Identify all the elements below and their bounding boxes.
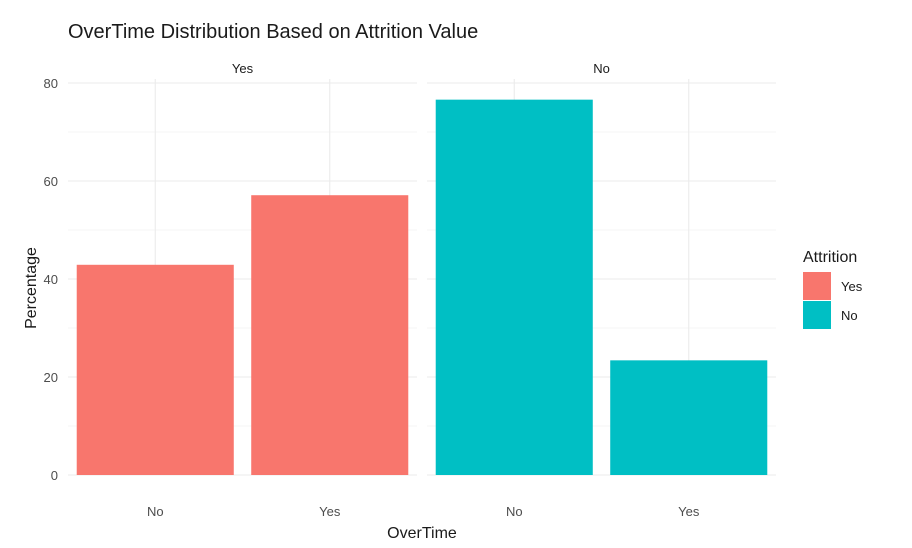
legend-swatch-yes [803,272,831,300]
bar-yes-no [76,264,234,475]
facet-strip-label: No [593,61,610,76]
bar-no-yes [610,360,768,475]
y-axis-title: Percentage [23,247,40,329]
facet-strip-label: Yes [232,61,254,76]
legend-swatch-no [803,301,831,329]
chart-title: OverTime Distribution Based on Attrition… [68,21,478,43]
x-axis-title: OverTime [387,525,457,542]
y-tick-label: 80 [44,76,58,91]
x-tick-label: No [147,504,164,519]
legend-label-no: No [841,308,858,323]
legend: Attrition Yes No [803,249,863,329]
bar-no-no [435,99,593,475]
bar-yes-yes [251,195,409,475]
x-tick-label: Yes [678,504,700,519]
x-tick-label: Yes [319,504,341,519]
y-tick-label: 60 [44,174,58,189]
facet-panel-0: Yes [68,61,417,476]
legend-label-yes: Yes [841,279,863,294]
x-axis-ticks: No Yes No Yes [147,504,700,519]
facet-panels: Yes No [68,61,776,476]
x-tick-label: No [506,504,523,519]
y-axis-ticks: 0 20 40 60 80 [44,76,58,483]
legend-title: Attrition [803,249,857,266]
facet-panel-1: No [427,61,776,476]
y-tick-label: 0 [51,468,58,483]
y-tick-label: 20 [44,370,58,385]
y-tick-label: 40 [44,272,58,287]
